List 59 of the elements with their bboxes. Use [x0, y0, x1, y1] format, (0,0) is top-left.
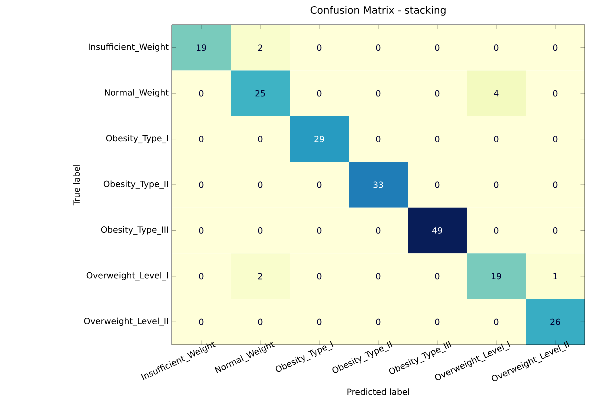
data-label: 0	[553, 136, 558, 142]
data-label: 0	[376, 44, 381, 52]
data-label: 0	[317, 273, 322, 280]
y-tick-label: Overweight_Level_I	[86, 272, 168, 281]
data-label: 33	[374, 182, 384, 188]
data-label: 2	[258, 44, 262, 52]
data-label: 26	[550, 318, 560, 326]
y-tick-label: Obesity_Type_I	[106, 135, 168, 144]
data-label: 0	[376, 228, 381, 234]
data-label: 0	[553, 90, 558, 97]
data-label: 0	[317, 90, 322, 97]
data-label: 0	[317, 182, 322, 188]
y-tick-label: Overweight_Level_II	[84, 318, 168, 326]
data-label: 0	[199, 136, 204, 142]
data-label: 0	[317, 318, 322, 326]
data-label: 1	[554, 273, 558, 280]
data-label: 0	[494, 182, 499, 188]
data-label: 25	[256, 90, 266, 97]
data-label: 0	[317, 228, 322, 234]
data-label: 0	[553, 182, 558, 188]
data-label: 2	[258, 273, 262, 280]
data-label: 0	[435, 44, 440, 52]
data-label: 0	[376, 273, 381, 280]
data-label: 0	[258, 182, 263, 188]
y-tick-label: Obesity_Type_III	[101, 226, 168, 235]
data-label: 0	[435, 136, 440, 142]
data-label: 0	[553, 228, 558, 234]
data-label: 0	[553, 44, 558, 52]
data-label: 0	[494, 228, 499, 234]
data-label: 0	[376, 136, 381, 142]
data-label: 0	[376, 318, 381, 326]
chart-title: Confusion Matrix - stacking	[310, 6, 446, 16]
data-label: 0	[435, 90, 440, 97]
data-label: 0	[494, 318, 499, 326]
data-label: 0	[199, 228, 204, 234]
y-axis-title: True label	[73, 165, 80, 206]
data-label: 0	[199, 182, 204, 188]
data-label: 49	[432, 228, 442, 234]
data-label: 0	[258, 318, 263, 326]
data-label: 0	[199, 273, 204, 280]
data-label: 0	[494, 44, 499, 52]
data-label: 0	[376, 90, 381, 97]
x-axis-title: Predicted label	[348, 388, 410, 396]
y-tick-label: Obesity_Type_II	[104, 180, 168, 190]
data-label: 0	[435, 318, 440, 326]
data-label: 0	[199, 90, 204, 97]
data-label: 4	[494, 90, 499, 97]
y-tick-label: Insufficient_Weight	[89, 44, 169, 52]
y-tick-label: Normal_Weight	[105, 89, 169, 98]
data-label: 19	[197, 44, 206, 52]
data-label: 0	[317, 44, 322, 52]
data-label: 0	[494, 136, 499, 142]
data-label: 19	[492, 273, 502, 280]
data-label: 0	[199, 318, 204, 326]
data-label: 0	[258, 136, 263, 142]
data-label: 0	[435, 273, 440, 280]
data-label: 29	[314, 136, 324, 142]
data-label: 0	[258, 228, 263, 234]
data-label: 0	[435, 182, 440, 188]
